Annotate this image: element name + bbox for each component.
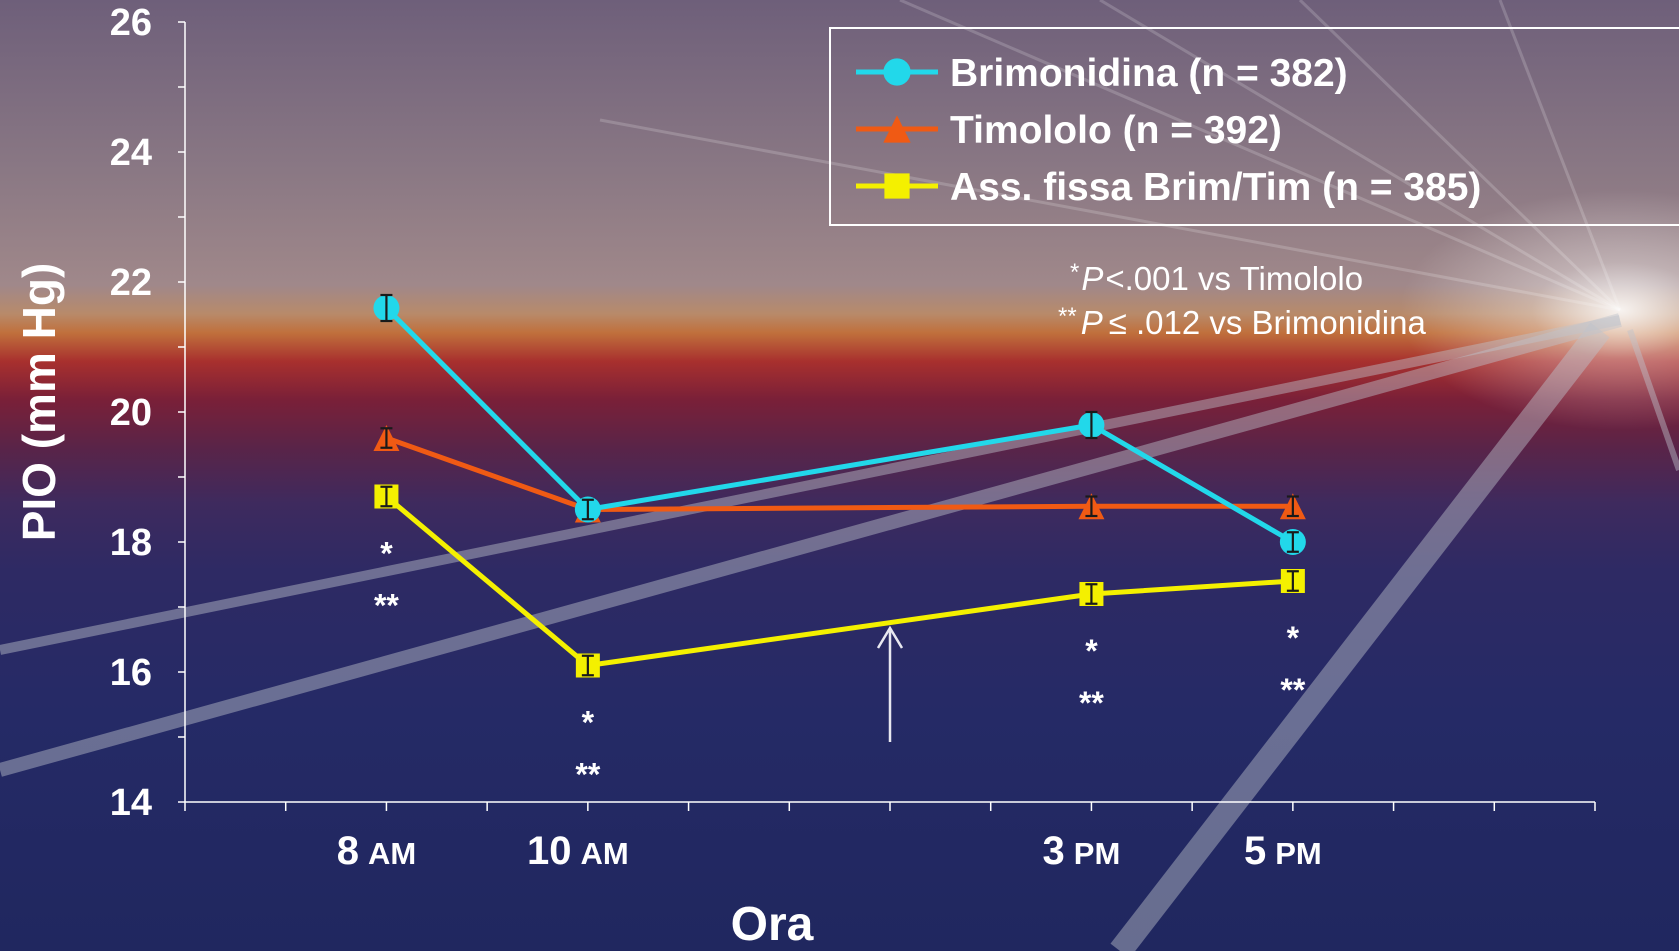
error-bar xyxy=(1286,531,1299,553)
x-tick-unit: AM xyxy=(368,836,416,871)
x-tick-label: 3 PM xyxy=(1043,829,1121,873)
footnote: *P<.001 vs Timololo ** P ≤ .012 vs Brimonid… xyxy=(1058,259,1426,341)
error-bar xyxy=(1085,410,1098,440)
arrow-annotation xyxy=(876,625,904,742)
double-asterisk: ** xyxy=(1280,672,1305,708)
footnote-mark: * xyxy=(1070,259,1079,286)
footnote-p: P xyxy=(1081,304,1103,341)
footnote-mark: ** xyxy=(1058,303,1077,330)
legend-swatch-marker xyxy=(884,173,910,199)
series-brimonidina xyxy=(373,293,1306,555)
legend-swatch-marker xyxy=(883,115,911,143)
error-bar xyxy=(581,498,594,521)
x-tick-number: 3 xyxy=(1043,829,1065,873)
single-asterisk: * xyxy=(380,536,393,572)
y-tick-labels: 14 16 18 20 22 24 26 PIO (mm Hg) xyxy=(13,2,152,824)
series-layer xyxy=(373,293,1306,678)
legend-label: Timololo (n = 392) xyxy=(950,109,1282,152)
y-tick-label: 26 xyxy=(110,2,152,44)
single-asterisk: * xyxy=(1085,633,1098,669)
legend-entry: Timololo (n = 392) xyxy=(856,109,1282,152)
x-tick-number: 5 xyxy=(1244,829,1266,873)
series-line xyxy=(384,306,1295,545)
error-bar xyxy=(1286,570,1299,592)
single-asterisk: * xyxy=(582,705,595,741)
y-tick-label: 18 xyxy=(110,522,152,564)
legend-entry: Brimonidina (n = 382) xyxy=(856,52,1348,95)
footnote-text: ≤ .012 vs Brimonidina xyxy=(1109,304,1427,341)
error-bar xyxy=(380,293,393,323)
x-axis-label: Ora xyxy=(731,898,814,951)
error-bar xyxy=(1085,495,1098,518)
error-bar xyxy=(1085,583,1098,605)
error-bar xyxy=(581,654,594,677)
legend-label: Ass. fissa Brim/Tim (n = 385) xyxy=(950,166,1481,209)
y-tick-label: 22 xyxy=(110,262,152,304)
x-tick-label: 8 AM xyxy=(337,829,416,873)
double-asterisk: ** xyxy=(575,757,600,793)
y-tick-label: 16 xyxy=(110,652,152,694)
footnote-text: <.001 vs Timololo xyxy=(1105,260,1363,297)
legend-frame xyxy=(829,27,1679,226)
legend-label: Brimonidina (n = 382) xyxy=(950,52,1348,95)
legend: Brimonidina (n = 382) Timololo (n = 392) A… xyxy=(829,27,1679,226)
x-tick-unit: AM xyxy=(580,836,628,871)
significance-marks: ************ xyxy=(374,536,1306,793)
double-asterisk: ** xyxy=(1079,685,1104,721)
y-tick-label: 24 xyxy=(110,132,152,174)
error-bar xyxy=(380,485,393,508)
x-tick-unit: PM xyxy=(1074,836,1121,871)
legend-swatch-marker xyxy=(883,58,911,86)
single-asterisk: * xyxy=(1287,620,1300,656)
axes xyxy=(178,21,1596,811)
series-line xyxy=(385,435,1293,513)
double-asterisk: ** xyxy=(374,588,399,624)
series-ass-fissa xyxy=(374,484,1305,678)
series-line xyxy=(384,494,1294,669)
x-tick-number: 10 xyxy=(527,829,572,873)
arrow-head xyxy=(876,625,904,649)
legend-entry: Ass. fissa Brim/Tim (n = 385) xyxy=(856,166,1481,209)
x-tick-label: 10 AM xyxy=(527,829,629,873)
y-tick-label: 14 xyxy=(110,782,152,824)
y-axis-label: PIO (mm Hg) xyxy=(13,263,65,542)
y-tick-label: 20 xyxy=(110,392,152,434)
x-tick-unit: PM xyxy=(1275,836,1322,871)
x-tick-label: 5 PM xyxy=(1244,829,1322,873)
footnote-line-1: *P<.001 vs Timololo xyxy=(1070,259,1363,297)
error-bar xyxy=(380,427,393,449)
x-tick-number: 8 xyxy=(337,829,359,873)
error-bar xyxy=(1286,495,1299,518)
footnote-line-2: ** P ≤ .012 vs Brimonidina xyxy=(1058,303,1426,341)
footnote-p: P xyxy=(1081,260,1103,297)
